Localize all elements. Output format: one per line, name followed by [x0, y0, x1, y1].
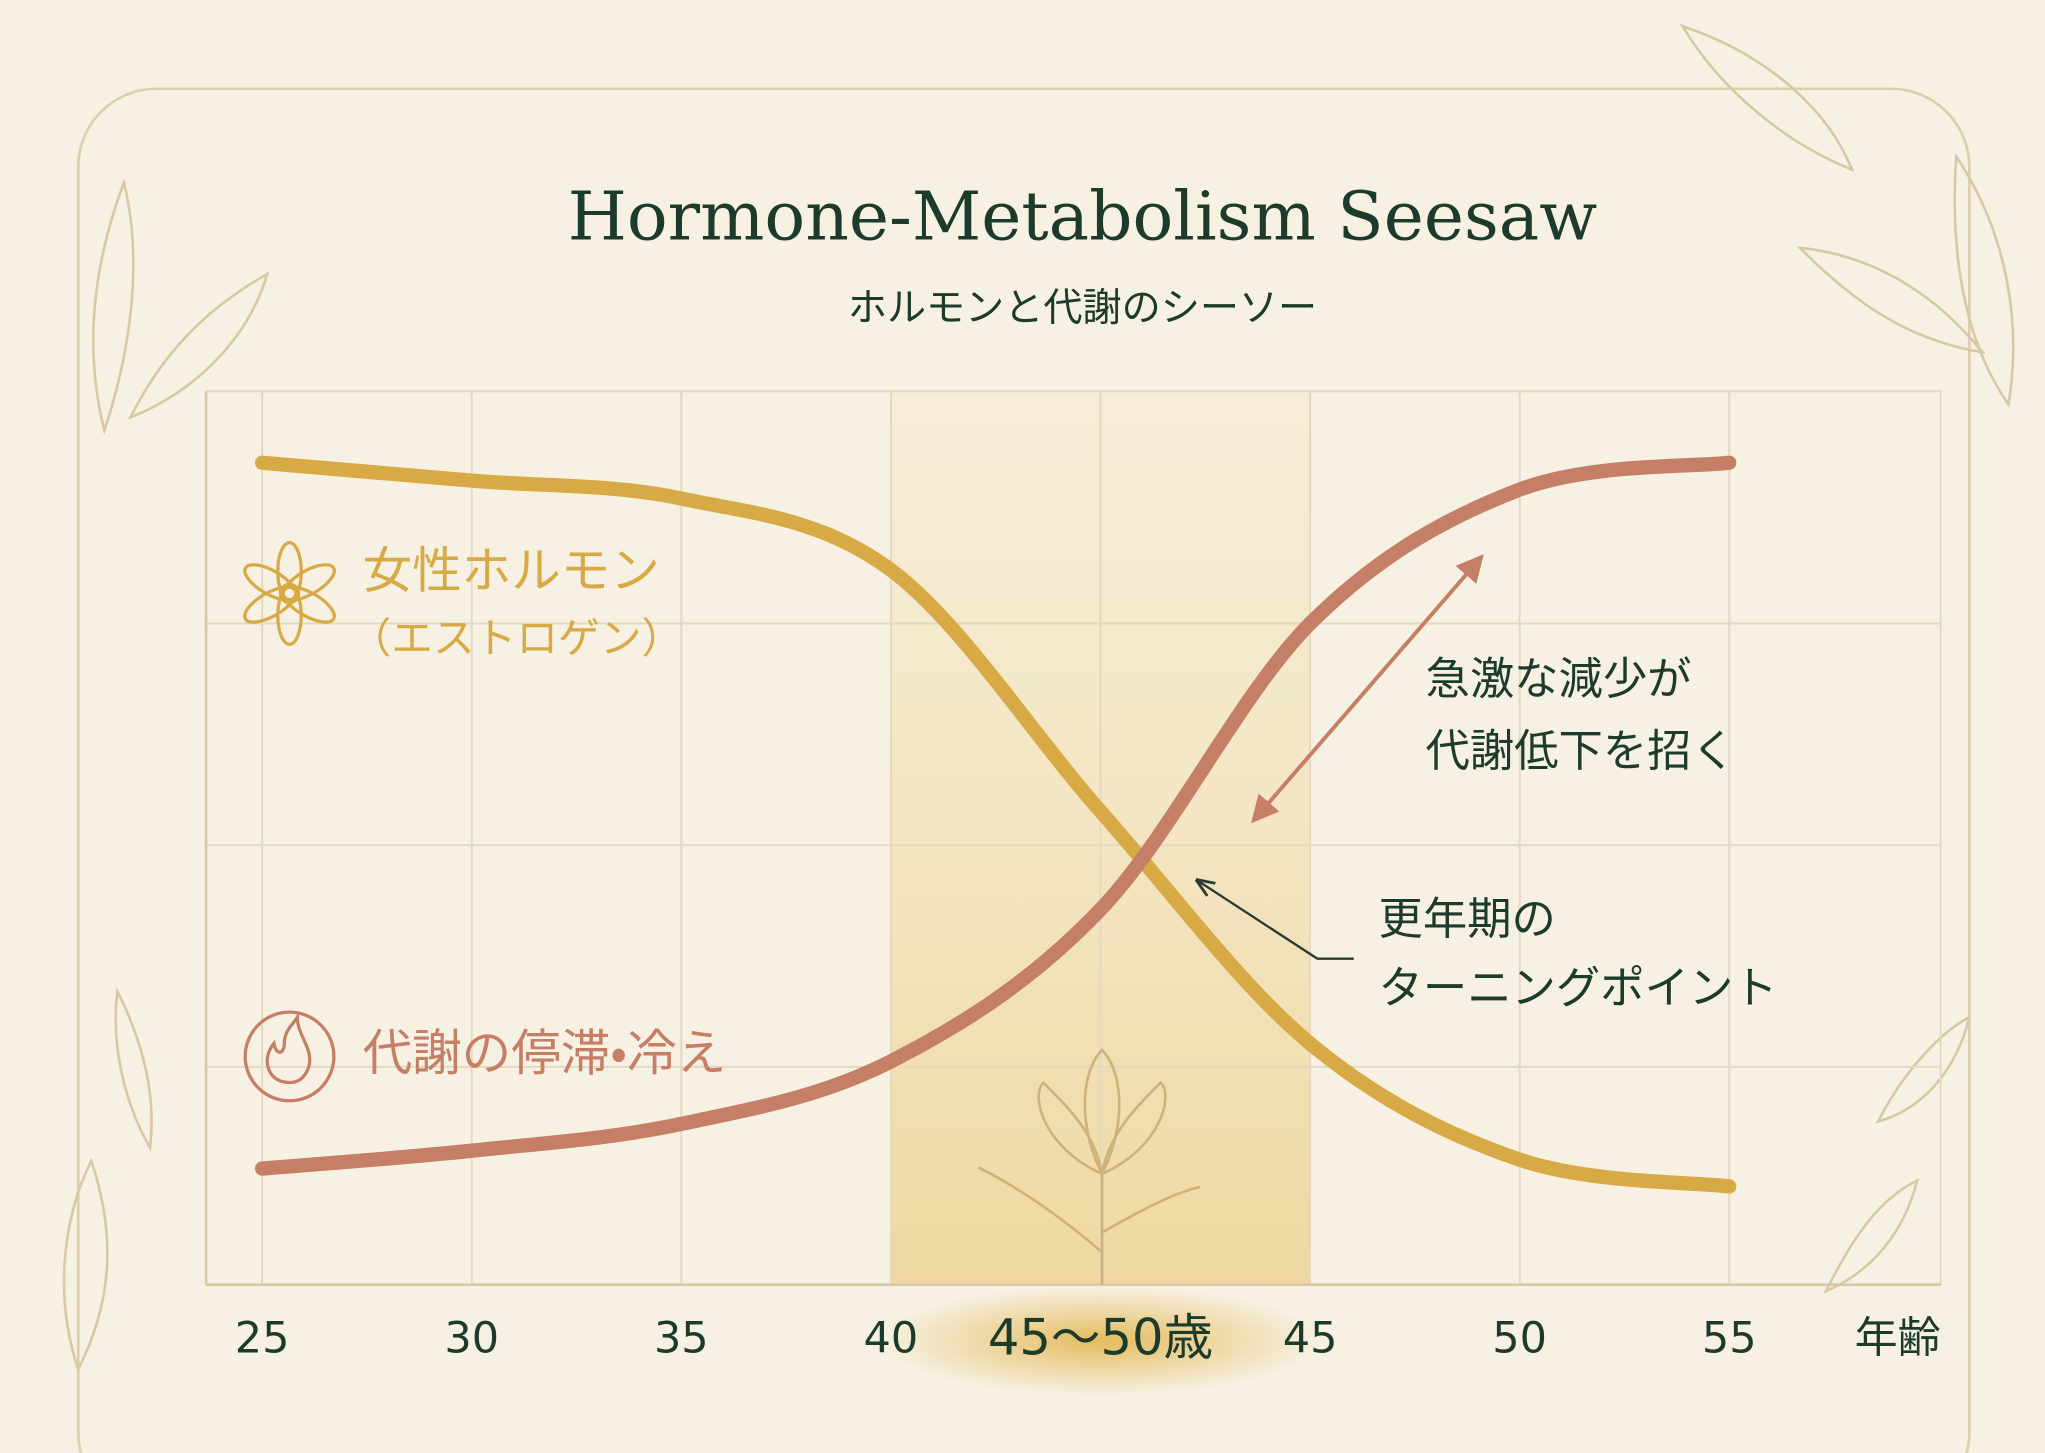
annotation: （エストロゲン）	[350, 614, 684, 663]
chart: Hormone-Metabolism Seesaw ホルモンと代謝のシーソー 2…	[0, 0, 2045, 1453]
x-tick-label: 40	[864, 1313, 919, 1363]
annotation: ターニングポイント	[1379, 963, 1778, 1014]
x-tick-label: 50	[1492, 1313, 1547, 1363]
chart-subtitle: ホルモンと代謝のシーソー	[848, 286, 1317, 331]
x-tick-label: 35	[654, 1313, 709, 1363]
x-tick-label: 45〜50歳	[988, 1308, 1213, 1366]
legend-label: 女性ホルモン	[363, 541, 660, 599]
chart-title: Hormone-Metabolism Seesaw	[568, 176, 1598, 255]
x-axis-label: 年齢	[1855, 1313, 1941, 1363]
annotation: 急激な減少が	[1426, 654, 1692, 705]
x-tick-label: 55	[1702, 1313, 1757, 1363]
annotation: 更年期の	[1379, 894, 1556, 945]
x-tick-label: 45	[1283, 1313, 1338, 1363]
x-tick-label: 25	[235, 1313, 290, 1363]
x-tick-label: 30	[444, 1313, 499, 1363]
annotation: 代謝低下を招く	[1426, 726, 1736, 777]
legend-label: 代謝の停滞・冷え	[363, 1024, 727, 1082]
